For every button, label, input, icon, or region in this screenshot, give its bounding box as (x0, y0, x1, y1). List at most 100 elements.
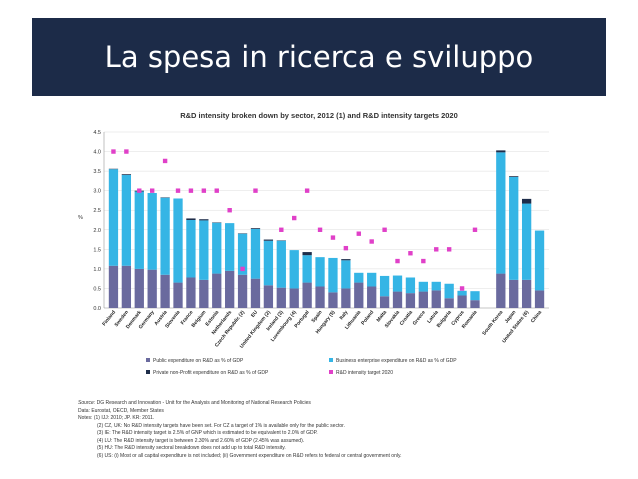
target-marker (408, 251, 413, 256)
note-line: (5) HU: The R&D intensity sectoral break… (97, 445, 286, 451)
bar-segment (328, 292, 338, 308)
bar-segment (496, 152, 506, 274)
legend: Public expenditure on R&D as % of GDP Bus… (146, 358, 457, 376)
bar-segment (276, 287, 286, 308)
category-label: China (530, 309, 543, 324)
y-tick-label: 1.0 (93, 267, 101, 273)
category-label: Italy (339, 309, 350, 321)
category-label: Poland (360, 310, 375, 327)
bar-segment (392, 275, 403, 292)
bar-segment (367, 286, 377, 308)
target-marker (292, 215, 297, 221)
data-text: Data: Eurostat, OECD, Member States (78, 407, 164, 414)
bar-segment (496, 150, 506, 153)
labels-layer: FinlandSwedenDenmarkGermanyAustriaSloven… (101, 309, 543, 350)
bar-segment (379, 296, 390, 308)
bar-segment (121, 174, 132, 176)
note-line: (6) US: (i) Most or all capital expendit… (97, 452, 402, 459)
bar-segment (341, 259, 351, 261)
bar-segment (418, 281, 428, 292)
bar-segment (199, 219, 209, 221)
source-label: Source: (78, 400, 96, 406)
target-marker (395, 258, 400, 264)
y-tick-label: 3.5 (93, 169, 101, 175)
bar-segment (108, 265, 119, 308)
notes-block: Source: DG Research and Innovation - Uni… (78, 400, 558, 460)
bar-segment (276, 240, 286, 288)
y-tick-label: 1.5 (93, 247, 101, 253)
bar-segment (315, 257, 325, 287)
bar-segment (250, 228, 261, 279)
bar-segment (521, 198, 532, 204)
bar-segment (431, 290, 441, 308)
legend-swatch (146, 358, 150, 362)
target-marker (162, 158, 168, 164)
bar-segment (457, 290, 467, 296)
target-marker (434, 247, 439, 252)
bar-segment (521, 279, 532, 308)
bar-segment (134, 191, 144, 269)
bar-segment (186, 220, 196, 278)
note-line: (2) CZ, UK: No R&D intensity targets hav… (97, 422, 345, 429)
bar-segment (225, 270, 235, 308)
category-label: South Korea (481, 309, 504, 336)
bar-segment (302, 255, 312, 283)
bar-segment (289, 288, 299, 308)
title-bar: La spesa in ricerca e sviluppo (32, 18, 606, 96)
chart-figure: R&D intensity broken down by sector, 201… (74, 104, 564, 474)
y-tick-label: 0.0 (93, 306, 101, 312)
bar-segment (147, 269, 157, 308)
target-marker (279, 227, 284, 232)
target-marker (137, 188, 142, 193)
bar-segment (315, 286, 325, 308)
target-marker (240, 266, 245, 272)
target-marker (201, 188, 207, 193)
legend-label: R&D intensity target 2020 (336, 370, 393, 376)
target-marker (356, 231, 361, 236)
target-marker (330, 235, 336, 240)
bar-segment (534, 230, 545, 291)
note-line: (1) IJJ: 2010; JP. KR: 2011. (93, 415, 155, 421)
bar-segment (250, 278, 261, 308)
legend-swatch (329, 358, 333, 362)
bar-segment (470, 291, 480, 301)
bar-segment (354, 282, 364, 308)
y-tick-label: 3.0 (93, 189, 101, 195)
bar-segment (186, 218, 196, 220)
bar-segment (212, 222, 222, 274)
target-marker (111, 149, 116, 154)
bar-segment (147, 193, 157, 270)
bar-segment (199, 220, 209, 280)
target-marker (188, 188, 194, 193)
y-tick-label: 2.5 (93, 208, 101, 214)
target-marker (175, 188, 181, 193)
target-marker (227, 208, 232, 213)
target-marker (124, 149, 129, 154)
bar-segment (250, 228, 261, 229)
target-marker (382, 227, 387, 232)
note-line: (4) LU: The R&D intensity target is betw… (97, 437, 305, 444)
target-marker (421, 258, 426, 264)
target-marker (149, 188, 155, 193)
category-label: Belgium (191, 309, 208, 329)
bar-segment (289, 250, 299, 289)
bars-layer (108, 150, 545, 308)
bar-segment (431, 281, 441, 291)
bar-segment (225, 223, 235, 271)
y-tick-label: 4.5 (93, 130, 101, 136)
legend-swatch (146, 370, 150, 374)
category-label: EU (250, 309, 259, 318)
bar-segment (199, 279, 209, 308)
legend-label: Private non-Profit expenditure on R&D as… (153, 370, 269, 376)
source-text: DG Research and Innovation - Unit for th… (96, 400, 311, 406)
bar-segment (509, 279, 519, 308)
bar-segment (108, 169, 119, 266)
notes-label: Notes: (78, 415, 93, 421)
bar-segment (444, 283, 454, 299)
bar-segment (121, 175, 132, 266)
bar-segment (354, 272, 364, 283)
chart-svg: R&D intensity broken down by sector, 201… (78, 111, 549, 376)
bar-segment (534, 290, 545, 308)
bar-segment (237, 274, 248, 308)
target-marker (446, 247, 452, 252)
